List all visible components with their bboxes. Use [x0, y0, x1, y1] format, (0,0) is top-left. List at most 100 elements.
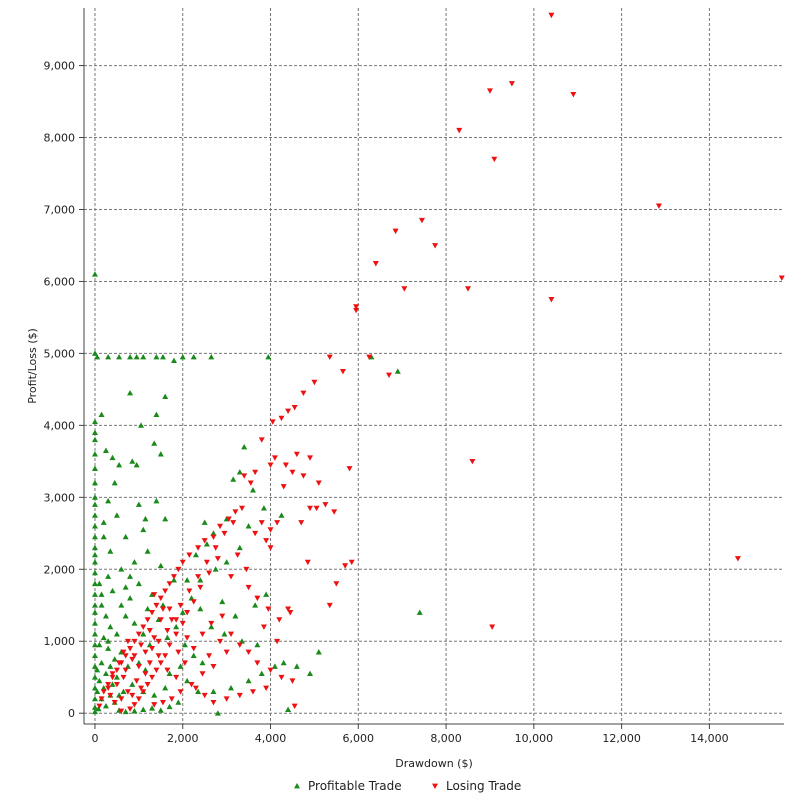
- profitable-trade-point: [127, 354, 134, 360]
- data-points: [91, 12, 785, 716]
- profitable-trade-point: [133, 461, 140, 468]
- losing-trade-point: [131, 653, 138, 659]
- profitable-trade-point: [221, 631, 228, 637]
- x-axis-title: Drawdown ($): [395, 757, 473, 770]
- losing-trade-point: [118, 696, 125, 702]
- losing-trade-point: [289, 469, 296, 476]
- profitable-trade-point: [162, 393, 169, 399]
- profitable-trade-point: [151, 440, 158, 446]
- profitable-trade-point: [98, 602, 105, 608]
- losing-trade-point: [113, 682, 120, 688]
- profitable-trade-point: [91, 569, 98, 576]
- series-losing: [96, 12, 785, 715]
- y-tick-label: 9,000: [44, 60, 76, 73]
- losing-trade-point: [254, 660, 261, 666]
- losing-trade-point: [249, 689, 256, 695]
- losing-trade-point: [159, 700, 166, 706]
- profitable-trade-point: [105, 573, 112, 579]
- profitable-trade-point: [135, 501, 142, 507]
- losing-trade-point: [223, 649, 230, 656]
- losing-trade-point: [210, 664, 217, 670]
- losing-trade-point: [149, 646, 156, 652]
- profitable-trade-point: [111, 479, 118, 486]
- profitable-trade-point: [127, 595, 134, 601]
- profitable-trade-point: [102, 670, 109, 677]
- y-tick-label: 3,000: [44, 491, 76, 504]
- losing-trade-point: [105, 685, 112, 692]
- losing-trade-point: [392, 228, 399, 235]
- profitable-trade-point: [157, 562, 164, 569]
- losing-trade-point: [162, 653, 169, 659]
- profitable-trade-point: [116, 354, 123, 360]
- y-tick-label: 5,000: [44, 347, 76, 360]
- losing-trade-point: [184, 610, 191, 616]
- losing-trade-point: [267, 527, 274, 533]
- profitable-trade-point: [91, 620, 98, 626]
- profitable-trade-point: [197, 577, 204, 583]
- losing-trade-point: [342, 563, 349, 569]
- losing-trade-point: [348, 559, 355, 566]
- profitable-trade-point: [241, 443, 248, 450]
- losing-trade-point: [127, 646, 134, 652]
- profitable-trade-point: [254, 641, 261, 648]
- profitable-trade-point: [159, 354, 166, 360]
- profitable-trade-point: [151, 692, 158, 698]
- profitable-trade-point: [100, 533, 107, 540]
- profitable-trade-point: [107, 663, 114, 669]
- profitable-trade-point: [140, 631, 147, 637]
- losing-trade-point: [366, 354, 373, 361]
- losing-trade-point: [456, 127, 463, 134]
- losing-trade-point: [166, 606, 173, 612]
- losing-trade-point: [271, 455, 278, 461]
- losing-trade-point: [151, 635, 158, 641]
- losing-trade-point: [300, 473, 307, 479]
- losing-trade-point: [138, 642, 145, 648]
- losing-trade-point: [228, 631, 235, 638]
- profitable-trade-point: [177, 663, 184, 669]
- profitable-trade-point: [91, 591, 98, 597]
- losing-trade-point: [221, 530, 228, 537]
- y-tick-label: 0: [68, 707, 75, 720]
- profitable-trade-point: [122, 533, 129, 540]
- profitable-trade-point: [157, 707, 164, 713]
- losing-trade-point: [307, 505, 314, 512]
- losing-trade-point: [267, 667, 274, 674]
- profitable-trade-point: [105, 638, 112, 644]
- losing-trade-point: [386, 372, 393, 378]
- profitable-trade-point: [135, 659, 142, 666]
- losing-trade-point: [285, 408, 292, 414]
- profitable-trade-point: [91, 551, 98, 558]
- profitable-trade-point: [91, 523, 98, 529]
- losing-trade-point: [331, 509, 338, 515]
- losing-trade-point: [260, 624, 267, 630]
- losing-trade-point: [113, 667, 120, 674]
- profitable-trade-point: [140, 354, 147, 360]
- profitable-trade-point: [127, 573, 134, 579]
- legend-label-profitable: Profitable Trade: [308, 779, 402, 793]
- losing-trade-point: [228, 574, 235, 580]
- profitable-trade-point: [113, 631, 120, 637]
- profitable-trade-point: [131, 559, 138, 565]
- losing-trade-point: [465, 286, 472, 292]
- y-tick-label: 1,000: [44, 635, 76, 648]
- y-tick-label: 7,000: [44, 203, 76, 216]
- profitable-trade-point: [162, 685, 169, 691]
- losing-trade-point: [155, 653, 162, 659]
- profitable-trade-point: [96, 677, 103, 684]
- profitable-trade-point: [142, 667, 149, 673]
- profitable-trade-point: [91, 350, 98, 356]
- losing-trade-point: [315, 480, 322, 486]
- profitable-trade-point: [131, 620, 138, 626]
- losing-trade-point: [195, 574, 202, 580]
- losing-trade-point: [129, 656, 136, 663]
- profitable-trade-point: [91, 479, 98, 486]
- legend: Profitable Trade Losing Trade: [294, 779, 521, 793]
- losing-trade-point: [155, 638, 162, 645]
- profitable-trade-point: [258, 670, 265, 677]
- losing-trade-point: [298, 520, 305, 526]
- profitable-trade-point: [271, 663, 278, 669]
- profitable-trade-point: [245, 523, 252, 529]
- losing-trade-point: [186, 552, 193, 558]
- profitable-trade-point: [122, 613, 129, 619]
